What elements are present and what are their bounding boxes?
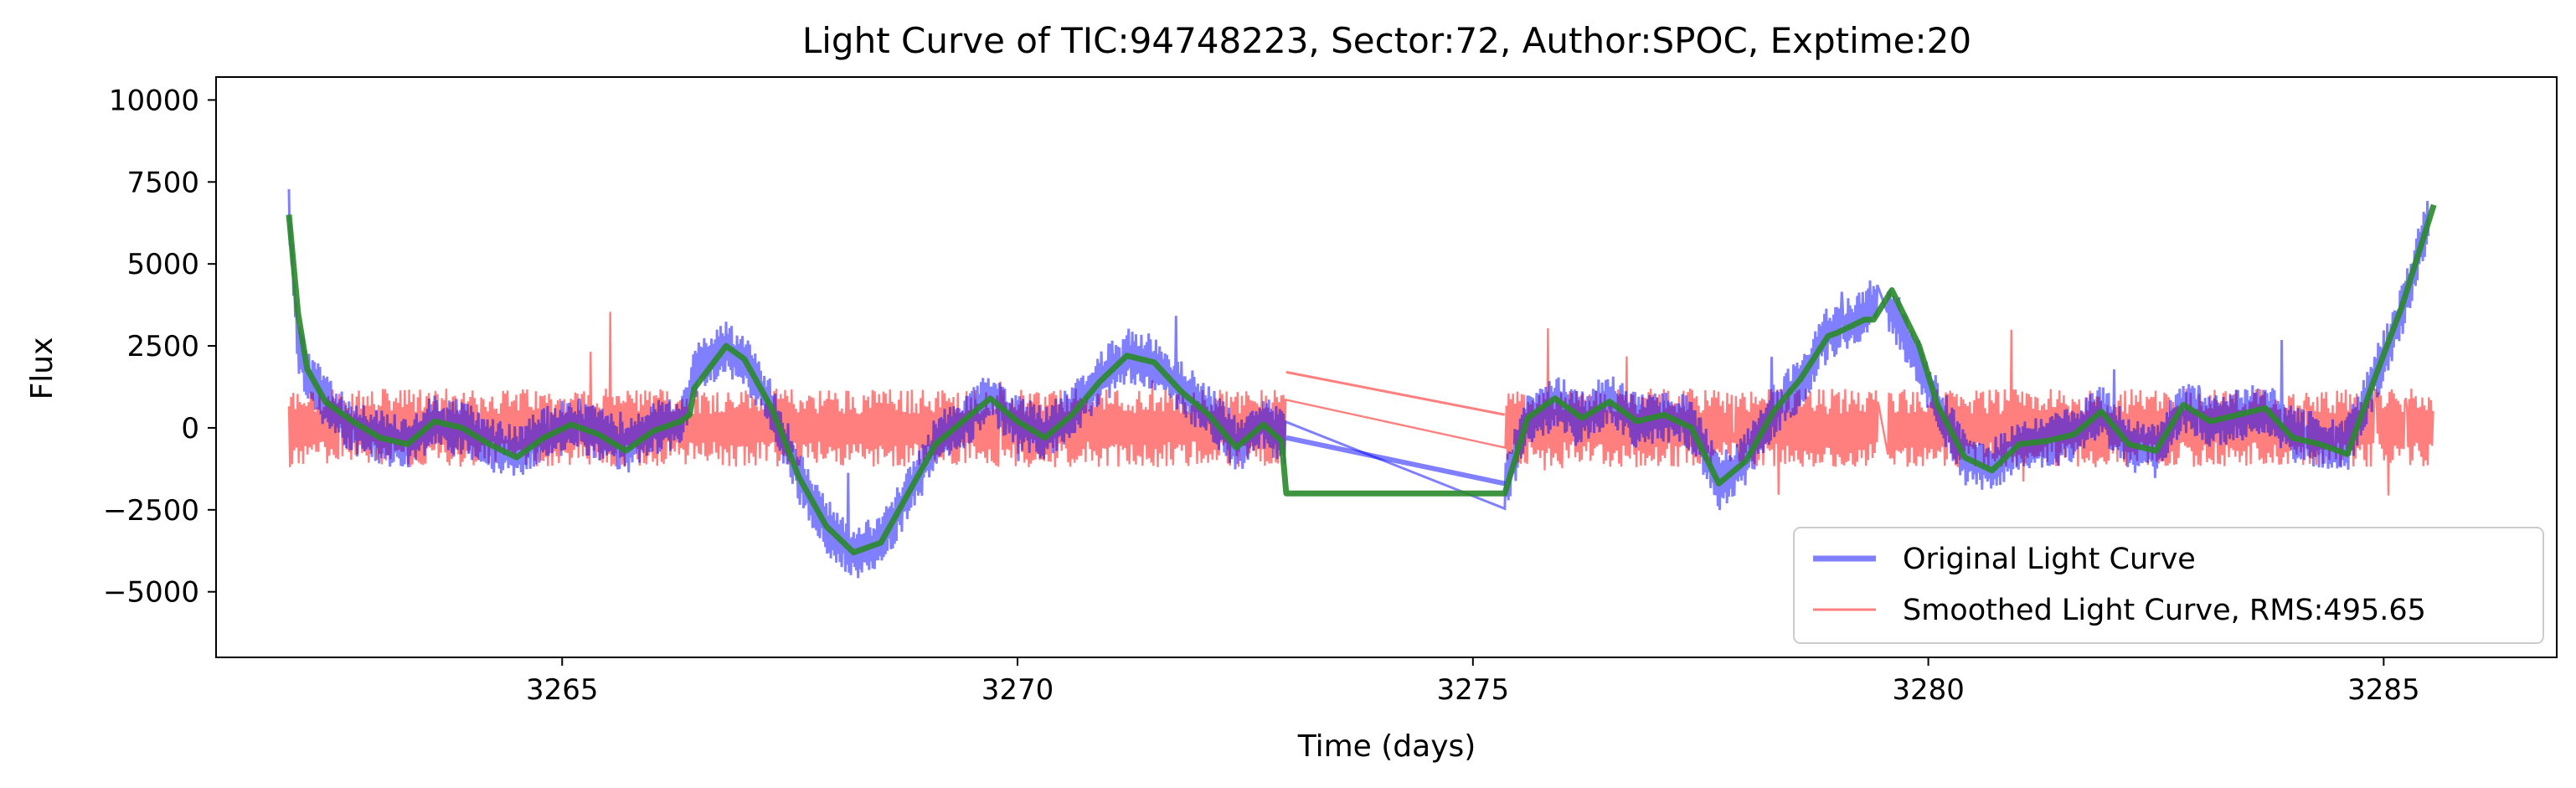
legend-box [1793,527,2544,644]
legend: Original Light Curve Smoothed Light Curv… [1793,527,2544,644]
y-tick-label: 0 [181,412,199,446]
y-axis-label: Flux [25,337,59,400]
series-original-gap-line [1285,435,1506,487]
plot-frame [215,76,2558,658]
series-trend-line [286,203,2437,556]
y-tick-label: 5000 [126,248,199,281]
x-tick-label: 3275 [1437,673,1510,707]
y-tick-label: −5000 [103,576,199,610]
series-smoothed-gap-line [1285,370,1506,416]
x-axis-label: Time (days) [1297,729,1476,764]
chart-title: Light Curve of TIC:94748223, Sector:72, … [802,20,1971,61]
x-tick-label: 3265 [526,673,599,707]
x-tick-label: 3285 [2347,673,2420,707]
y-tick-label: 2500 [126,330,199,363]
y-tick-label: 7500 [126,166,199,199]
legend-label-smoothed: Smoothed Light Curve, RMS:495.65 [1903,594,2426,627]
legend-label-original: Original Light Curve [1903,543,2196,576]
x-tick-label: 3270 [981,673,1054,707]
x-axis: 3265 3270 3275 3280 3285 [526,657,2420,707]
y-tick-label: −2500 [103,494,199,528]
y-axis: 10000 7500 5000 2500 0 −2500 −5000 [103,84,216,610]
x-tick-label: 3280 [1892,673,1965,707]
y-tick-label: 10000 [109,84,199,117]
series-smoothed-line [287,312,2434,496]
plot-area [286,188,2437,579]
